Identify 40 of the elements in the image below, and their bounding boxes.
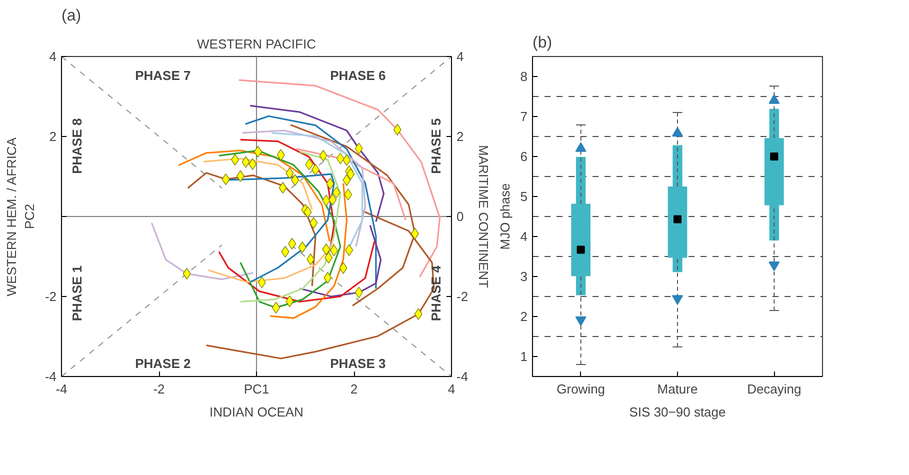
annotation: PHASE 5 [428, 118, 444, 174]
y2-tick-label: -2 [456, 289, 468, 304]
y-axis-title: MJO phase [497, 183, 512, 250]
x-tick-label: Decaying [747, 382, 802, 396]
annotation: PHASE 4 [428, 264, 444, 322]
annotation: PHASE 1 [70, 265, 85, 322]
x-axis-title: SIS 30−90 stage [629, 404, 726, 420]
y-tick-label: 5 [520, 189, 528, 204]
y-tick-label: 3 [520, 269, 528, 284]
x-tick-label: -2 [153, 382, 165, 396]
chart-title: (b) [532, 34, 552, 52]
y2-tick-label: 4 [456, 49, 464, 64]
x-tick-label: Mature [657, 382, 698, 396]
x-tick-label: PC1 [244, 382, 270, 396]
y-tick-label: 2 [520, 309, 528, 324]
annotation: PHASE 2 [135, 356, 191, 372]
chart-subtitle: WESTERN PACIFIC [197, 36, 316, 52]
annotation: PHASE 3 [330, 356, 386, 372]
y-tick-label: -4 [44, 369, 57, 384]
chart-title: (a) [62, 8, 82, 24]
y-tick-label: 8 [520, 69, 528, 84]
annotation: PHASE 6 [330, 68, 386, 84]
y-axis-title: WESTERN HEM. / AFRICA PC2 [4, 137, 37, 296]
x-axis-title: INDIAN OCEAN [210, 404, 304, 420]
y-tick-label: 1 [520, 349, 528, 364]
y2-tick-label: -4 [456, 369, 468, 384]
y-tick-label: 2 [49, 129, 57, 144]
y2-tick-label: 0 [456, 209, 464, 224]
y-tick-label: 4 [49, 49, 57, 64]
annotation: PHASE 7 [135, 68, 191, 84]
annotation: PHASE 8 [70, 118, 85, 174]
y2-tick-label: 2 [456, 129, 464, 144]
y-tick-label: 7 [520, 109, 528, 124]
y-tick-label: 4 [520, 229, 528, 244]
y-tick-label: 6 [520, 149, 528, 164]
y2-axis-title: MARITIME CONTINENT [476, 145, 492, 288]
x-tick-label: Growing [556, 382, 606, 396]
x-tick-label: 2 [350, 382, 358, 396]
y-tick-label: -2 [44, 289, 57, 304]
x-tick-label: 4 [448, 382, 456, 396]
